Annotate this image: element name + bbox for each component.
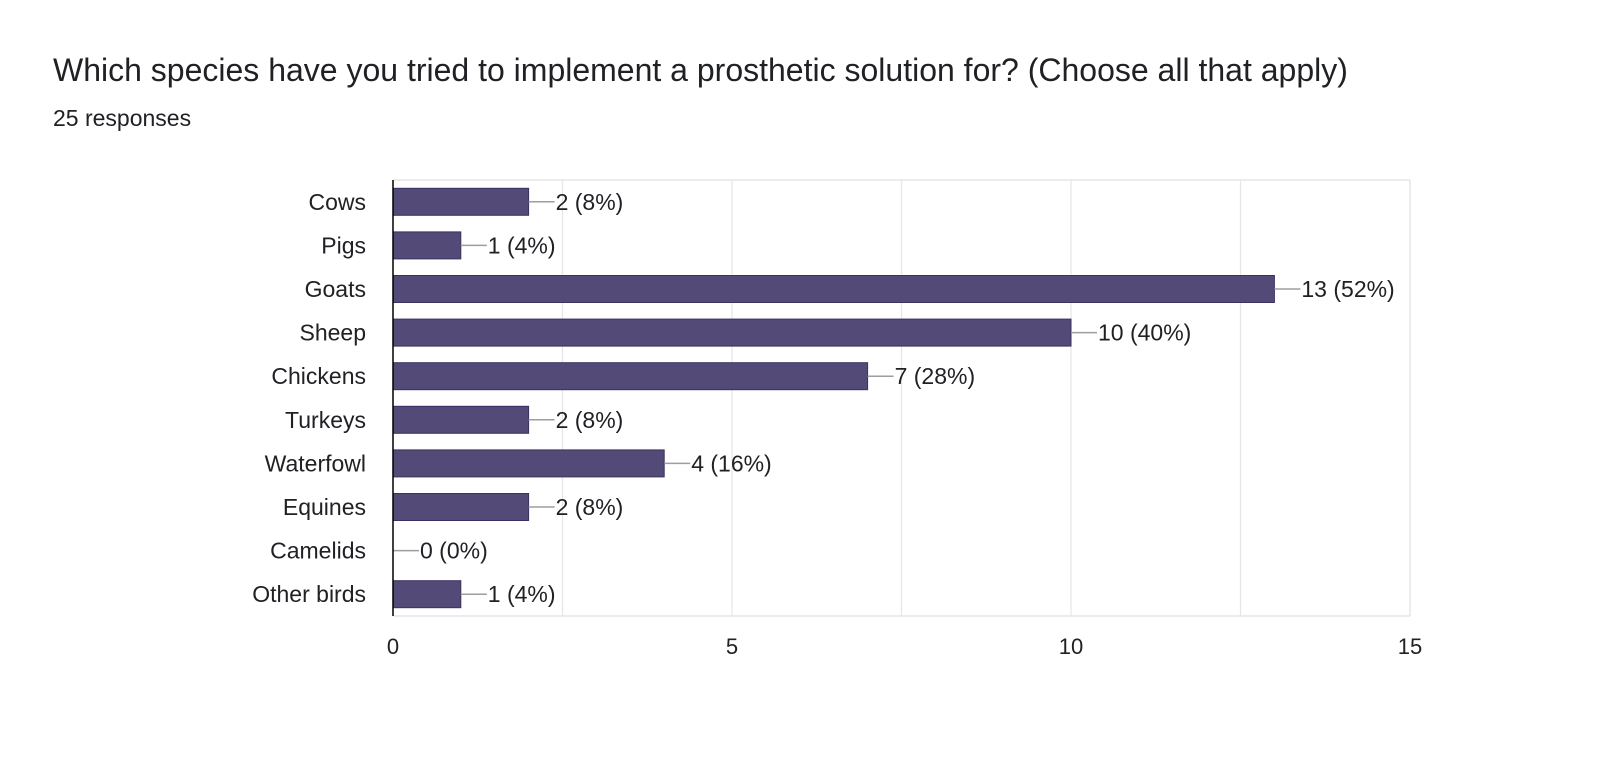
data-label: 2 (8%) [556, 494, 624, 520]
category-label: Other birds [252, 581, 366, 607]
data-label: 2 (8%) [556, 407, 624, 433]
bar [392, 580, 462, 609]
bar [392, 449, 665, 478]
data-label: 7 (28%) [895, 363, 976, 389]
data-labels: 2 (8%)1 (4%)13 (52%)10 (40%)7 (28%)2 (8%… [420, 189, 1395, 607]
response-count: 25 responses [53, 105, 192, 131]
data-label: 1 (4%) [488, 232, 556, 258]
bar [392, 362, 869, 391]
category-labels: Cows Pigs Goats Sheep Chickens Turkeys Waterfo… [252, 189, 366, 607]
x-tick-label: 5 [726, 634, 738, 659]
category-label: Pigs [321, 232, 366, 258]
category-label: Waterfowl [265, 450, 366, 476]
bars [392, 187, 1275, 609]
category-label: Cows [308, 189, 366, 215]
gridlines [561, 180, 1242, 616]
question-title: Which species have you tried to implemen… [53, 52, 1348, 88]
data-label: 10 (40%) [1098, 320, 1191, 346]
bar [392, 187, 530, 216]
leader-lines [393, 201, 1301, 595]
data-label: 1 (4%) [488, 581, 556, 607]
x-tick-labels: 0 5 10 15 [387, 634, 1422, 659]
bar [392, 318, 1072, 347]
bar [392, 231, 462, 260]
category-label: Goats [305, 276, 366, 302]
category-label: Turkeys [285, 407, 366, 433]
category-label: Camelids [270, 538, 366, 564]
data-label: 2 (8%) [556, 189, 624, 215]
data-label: 13 (52%) [1301, 276, 1394, 302]
data-label: 4 (16%) [691, 450, 772, 476]
x-tick-label: 10 [1059, 634, 1083, 659]
x-tick-label: 0 [387, 634, 399, 659]
category-label: Sheep [299, 320, 366, 346]
bar [392, 405, 530, 434]
bar [392, 493, 530, 521]
bar [392, 275, 1275, 303]
x-tick-label: 15 [1398, 634, 1422, 659]
category-label: Chickens [271, 363, 366, 389]
data-label: 0 (0%) [420, 538, 488, 564]
category-label: Equines [283, 494, 366, 520]
